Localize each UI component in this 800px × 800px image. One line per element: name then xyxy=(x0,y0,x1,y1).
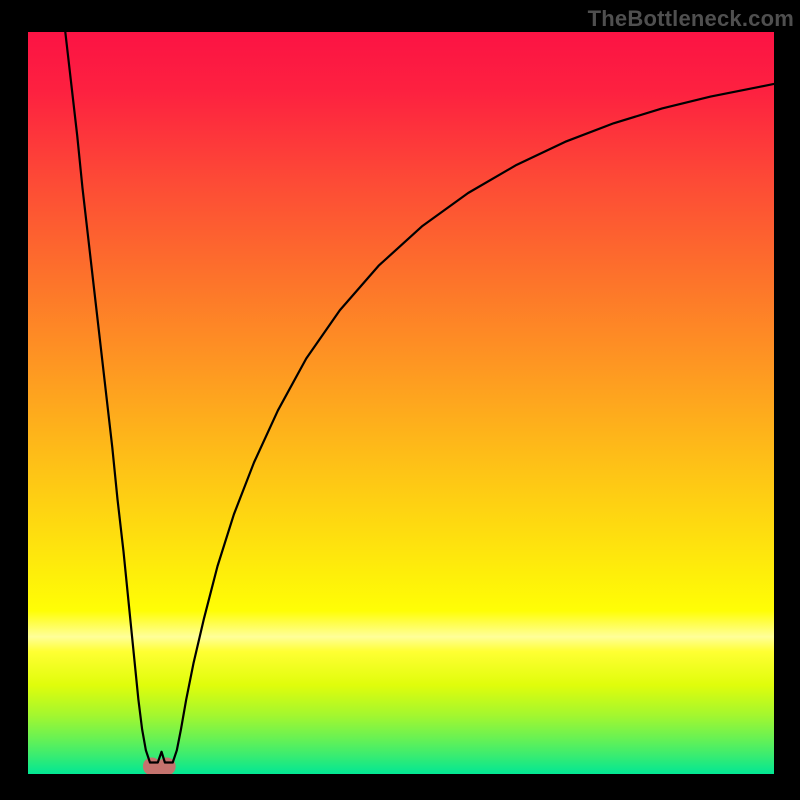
curve-layer xyxy=(28,32,774,774)
watermark-text: TheBottleneck.com xyxy=(588,6,794,32)
plot-area xyxy=(28,32,774,774)
bottleneck-curve xyxy=(65,32,774,763)
chart-frame xyxy=(0,0,800,800)
